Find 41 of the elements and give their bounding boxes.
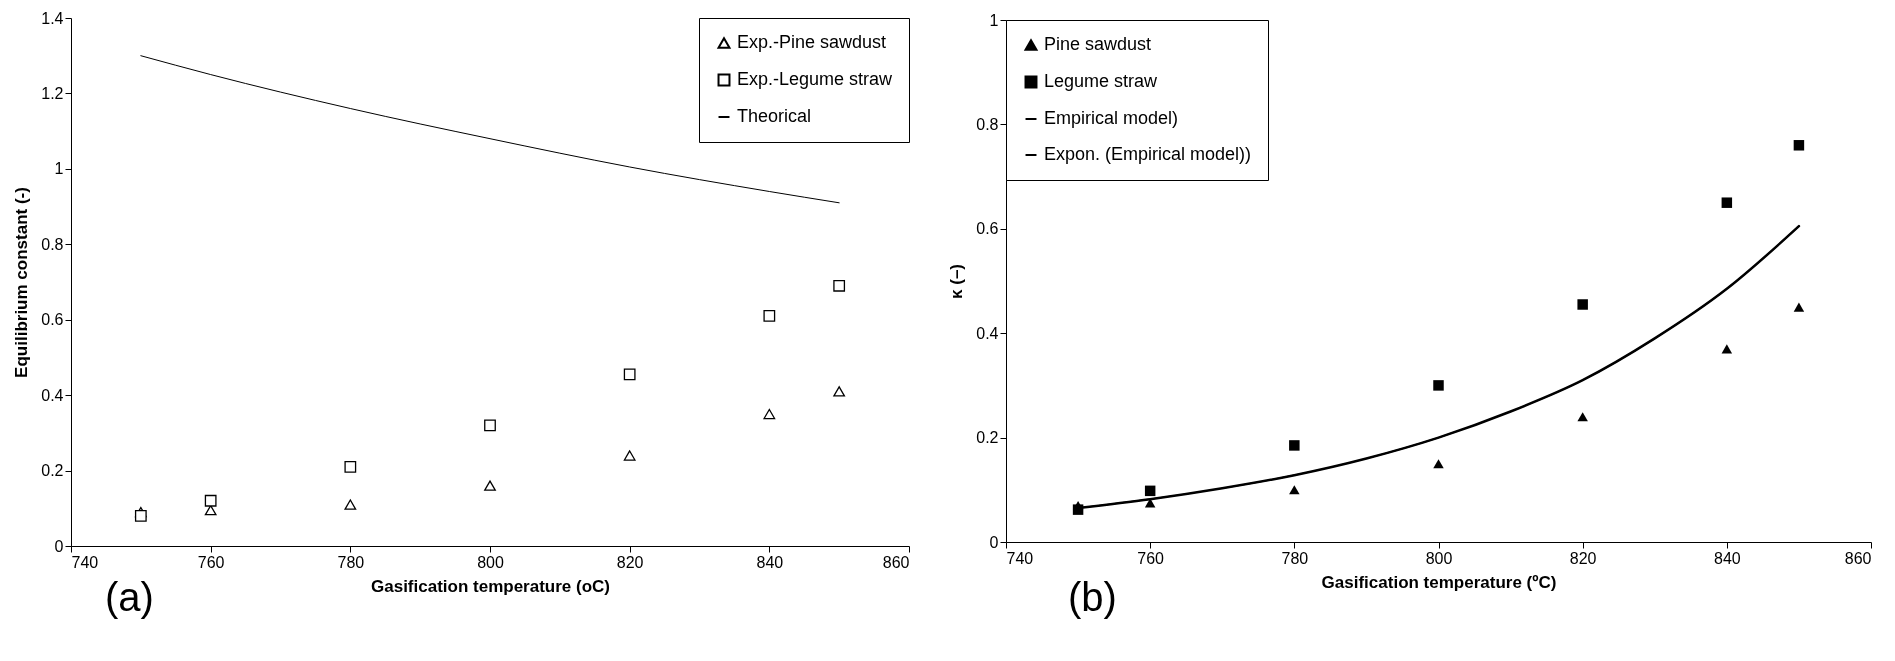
x-tick-label: 760 — [1137, 549, 1165, 567]
x-tick-label: 780 — [337, 553, 365, 571]
x-tick-label: 840 — [1713, 549, 1741, 567]
x-tick-label: 840 — [756, 553, 784, 571]
y-tick-label: 0.6 — [41, 311, 64, 329]
y-tick-label: 0 — [989, 533, 999, 551]
x-tick-label: 860 — [1844, 549, 1872, 567]
x-tick-label: 740 — [71, 553, 99, 571]
text: (a) — [105, 575, 154, 620]
y-tick-label: 0.8 — [41, 235, 64, 253]
x-tick-label: 800 — [477, 553, 504, 571]
x-tick-label: 820 — [616, 553, 644, 571]
x-tick-label: 820 — [1569, 549, 1597, 567]
y-tick-label: 1.4 — [41, 9, 64, 27]
legend-label: Exp.-Pine sawdust — [737, 32, 887, 52]
y-tick-label: 0.8 — [976, 115, 999, 133]
y-tick-label: 1 — [989, 11, 999, 29]
legend-label: Theorical — [737, 106, 812, 126]
y-axis-title: κ (–) — [947, 264, 967, 299]
text: (b) — [1068, 575, 1117, 620]
y-tick-label: 1.2 — [41, 84, 64, 102]
y-tick-label: 0.4 — [41, 386, 64, 404]
legend-label: Empirical model) — [1044, 108, 1179, 128]
y-tick-label: 0.2 — [976, 429, 999, 447]
y-axis-title: Equilibrium constant (-) — [12, 187, 32, 378]
y-tick-label: 0.2 — [41, 462, 64, 480]
y-tick-label: 0.6 — [976, 220, 999, 238]
x-tick-label: 780 — [1281, 549, 1309, 567]
y-tick-label: 0.4 — [976, 324, 999, 342]
legend-label: Expon. (Empirical model)) — [1044, 144, 1252, 164]
x-tick-label: 760 — [197, 553, 225, 571]
legend-label: Pine sawdust — [1044, 34, 1152, 54]
x-axis-title: Gasification temperature (oC) — [371, 576, 610, 596]
x-tick-label: 800 — [1425, 549, 1453, 567]
x-tick-label: 860 — [882, 553, 910, 571]
x-axis-title: Gasification temperature (ºC) — [1321, 572, 1557, 592]
y-tick-label: 1 — [54, 160, 64, 178]
legend-label: Exp.-Legume straw — [737, 69, 894, 89]
x-tick-label: 740 — [1006, 549, 1034, 567]
y-tick-label: 0 — [54, 537, 64, 555]
legend-label: Legume straw — [1044, 71, 1159, 91]
